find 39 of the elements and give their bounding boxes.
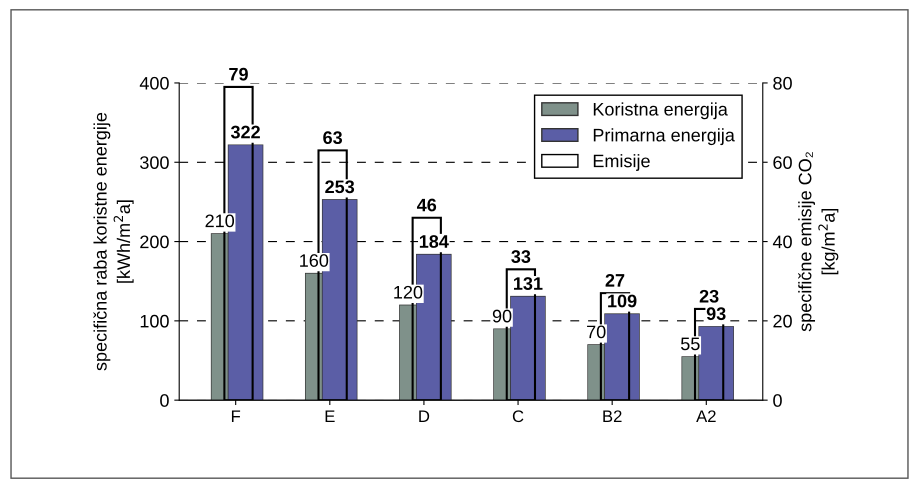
data-label: 253 bbox=[325, 180, 354, 194]
x-tick-label: D bbox=[419, 410, 430, 422]
data-label: 160 bbox=[300, 254, 328, 267]
y2-tick-label: 60 bbox=[773, 156, 792, 169]
y2-tick-label: 40 bbox=[772, 235, 792, 248]
legend-label: Koristna energija bbox=[594, 102, 728, 120]
data-label: 63 bbox=[323, 131, 342, 144]
y-tick-label: 200 bbox=[140, 235, 169, 248]
data-label: 184 bbox=[420, 235, 449, 248]
y-tick-label: 300 bbox=[140, 156, 169, 169]
y-tick-label: 400 bbox=[140, 76, 169, 90]
data-label: 210 bbox=[206, 214, 234, 228]
data-label: 79 bbox=[229, 68, 248, 81]
y2-tick-label: 80 bbox=[773, 76, 792, 90]
y2-tick-label: 20 bbox=[773, 314, 792, 328]
data-label: 90 bbox=[492, 310, 512, 322]
data-label: 55 bbox=[680, 338, 700, 350]
y2-tick-label: 0 bbox=[773, 394, 782, 407]
y-tick-label: 100 bbox=[140, 314, 169, 328]
data-label: 109 bbox=[608, 294, 636, 308]
y-axis-title: specifična raba koristne energije [kWh/m$^{2}$a] bbox=[93, 112, 134, 371]
y2-axis-title: specifične emisije CO₂ [kg/m$^{2}$a] bbox=[798, 152, 838, 332]
data-label: 70 bbox=[587, 326, 606, 338]
data-label: 23 bbox=[700, 290, 719, 303]
data-label: 322 bbox=[230, 126, 260, 138]
legend-label: Primarna energija bbox=[594, 128, 735, 146]
data-label: 46 bbox=[416, 198, 436, 212]
x-tick-label: A2 bbox=[696, 410, 716, 422]
y-tick-label: 0 bbox=[160, 394, 169, 407]
x-tick-label: E bbox=[326, 410, 335, 422]
data-label: 27 bbox=[606, 274, 624, 287]
legend-label: Emisije bbox=[594, 154, 650, 171]
x-tick-label: B2 bbox=[603, 410, 622, 422]
data-label: 131 bbox=[514, 277, 542, 290]
data-label: 33 bbox=[511, 250, 530, 263]
data-label: 120 bbox=[394, 286, 422, 299]
data-label: 93 bbox=[706, 307, 726, 320]
x-tick-label: F bbox=[232, 410, 240, 422]
x-tick-label: C bbox=[512, 410, 524, 422]
